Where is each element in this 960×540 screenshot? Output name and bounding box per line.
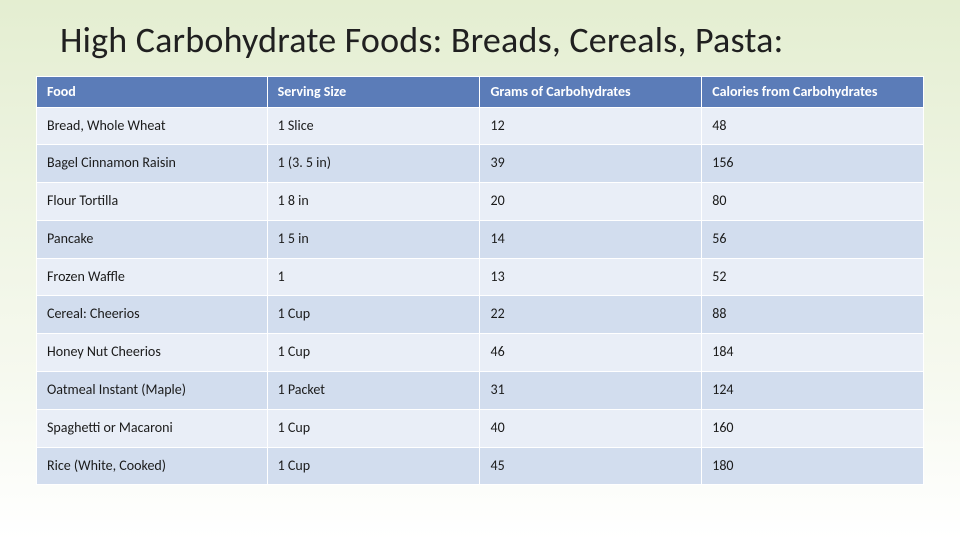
table-row: Spaghetti or Macaroni1 Cup40160 (37, 409, 924, 447)
cell-cal: 88 (702, 296, 924, 334)
cell-cal: 180 (702, 447, 924, 485)
cell-carbs: 22 (480, 296, 702, 334)
cell-serving: 1 Packet (267, 372, 480, 410)
cell-carbs: 14 (480, 220, 702, 258)
table-row: Pancake1 5 in1456 (37, 220, 924, 258)
cell-food: Pancake (37, 220, 268, 258)
cell-carbs: 46 (480, 334, 702, 372)
col-header-cal: Calories from Carbohydrates (702, 77, 924, 108)
cell-serving: 1 5 in (267, 220, 480, 258)
table-row: Frozen Waffle11352 (37, 258, 924, 296)
cell-cal: 184 (702, 334, 924, 372)
cell-serving: 1 8 in (267, 183, 480, 221)
cell-cal: 48 (702, 107, 924, 145)
cell-carbs: 20 (480, 183, 702, 221)
cell-serving: 1 Cup (267, 334, 480, 372)
table-row: Bread, Whole Wheat1 Slice1248 (37, 107, 924, 145)
cell-serving: 1 Cup (267, 296, 480, 334)
cell-cal: 124 (702, 372, 924, 410)
cell-food: Cereal: Cheerios (37, 296, 268, 334)
cell-cal: 56 (702, 220, 924, 258)
col-header-food: Food (37, 77, 268, 108)
table-row: Oatmeal Instant (Maple)1 Packet31124 (37, 372, 924, 410)
table-row: Rice (White, Cooked)1 Cup45180 (37, 447, 924, 485)
cell-food: Oatmeal Instant (Maple) (37, 372, 268, 410)
cell-serving: 1 Cup (267, 447, 480, 485)
table-header: Food Serving Size Grams of Carbohydrates… (37, 77, 924, 108)
cell-carbs: 12 (480, 107, 702, 145)
slide-title: High Carbohydrate Foods: Breads, Cereals… (60, 18, 924, 62)
cell-carbs: 39 (480, 145, 702, 183)
cell-food: Bagel Cinnamon Raisin (37, 145, 268, 183)
cell-serving: 1 (267, 258, 480, 296)
cell-cal: 156 (702, 145, 924, 183)
col-header-serving: Serving Size (267, 77, 480, 108)
table-row: Bagel Cinnamon Raisin1 (3. 5 in)39156 (37, 145, 924, 183)
cell-carbs: 45 (480, 447, 702, 485)
cell-cal: 160 (702, 409, 924, 447)
cell-food: Spaghetti or Macaroni (37, 409, 268, 447)
cell-carbs: 31 (480, 372, 702, 410)
cell-serving: 1 (3. 5 in) (267, 145, 480, 183)
cell-cal: 80 (702, 183, 924, 221)
cell-serving: 1 Slice (267, 107, 480, 145)
cell-food: Rice (White, Cooked) (37, 447, 268, 485)
table-body: Bread, Whole Wheat1 Slice1248Bagel Cinna… (37, 107, 924, 485)
table-row: Flour Tortilla1 8 in2080 (37, 183, 924, 221)
cell-food: Honey Nut Cheerios (37, 334, 268, 372)
carbohydrate-table: Food Serving Size Grams of Carbohydrates… (36, 76, 924, 485)
cell-carbs: 13 (480, 258, 702, 296)
table-row: Honey Nut Cheerios1 Cup46184 (37, 334, 924, 372)
col-header-carbs: Grams of Carbohydrates (480, 77, 702, 108)
cell-serving: 1 Cup (267, 409, 480, 447)
cell-food: Bread, Whole Wheat (37, 107, 268, 145)
cell-food: Frozen Waffle (37, 258, 268, 296)
table-row: Cereal: Cheerios1 Cup2288 (37, 296, 924, 334)
presentation-slide: High Carbohydrate Foods: Breads, Cereals… (0, 0, 960, 540)
cell-carbs: 40 (480, 409, 702, 447)
cell-cal: 52 (702, 258, 924, 296)
cell-food: Flour Tortilla (37, 183, 268, 221)
